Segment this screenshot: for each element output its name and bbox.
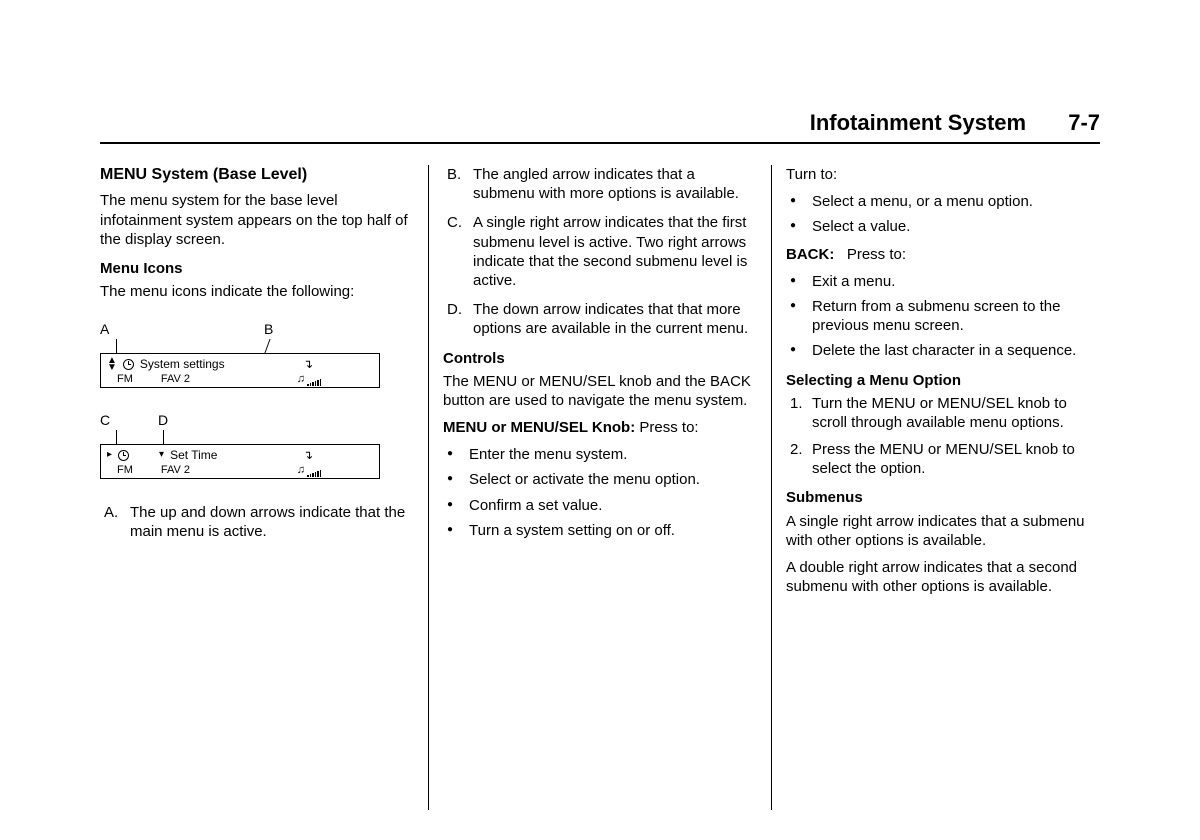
press-bullet-0: Enter the menu system. bbox=[469, 445, 757, 464]
bullet-icon: ● bbox=[790, 341, 812, 360]
step-number: 1. bbox=[790, 394, 812, 432]
subheading-submenus: Submenus bbox=[786, 488, 1100, 507]
column-2: B. The angled arrow indicates that a sub… bbox=[428, 165, 771, 810]
bullet-icon: ● bbox=[790, 217, 812, 236]
subheading-menu-icons: Menu Icons bbox=[100, 259, 414, 278]
legend-list-bcd: B. The angled arrow indicates that a sub… bbox=[447, 165, 757, 339]
turn-bullet-0: Select a menu, or a menu option. bbox=[812, 192, 1100, 211]
clock-icon bbox=[123, 359, 134, 370]
bullet-icon: ● bbox=[447, 445, 469, 464]
signal-icon: ♫ bbox=[297, 372, 321, 386]
signal-icon: ♫ bbox=[297, 463, 321, 477]
legend-text-d: The down arrow indicates that that more … bbox=[473, 300, 757, 338]
turn-label: Turn to: bbox=[786, 165, 1100, 184]
subheading-selecting-option: Selecting a Menu Option bbox=[786, 371, 1100, 390]
legend-text-a: The up and down arrows indicate that the… bbox=[130, 503, 414, 541]
back-label: BACK: bbox=[786, 246, 834, 263]
display-fav-2: FAV 2 bbox=[161, 463, 190, 477]
bullet-icon: ● bbox=[790, 297, 812, 335]
back-bullet-0: Exit a menu. bbox=[812, 272, 1100, 291]
back-bullet-1: Return from a submenu screen to the prev… bbox=[812, 297, 1100, 335]
up-down-arrows-icon: ▲▼ bbox=[107, 357, 117, 371]
display-fm-2: FM bbox=[117, 463, 133, 477]
press-bullet-2: Confirm a set value. bbox=[469, 496, 757, 515]
submenus-p2: A double right arrow indicates that a se… bbox=[786, 558, 1100, 596]
display-fav-1: FAV 2 bbox=[161, 372, 190, 386]
down-arrow-icon: ▾ bbox=[159, 449, 164, 462]
clock-icon bbox=[118, 450, 129, 461]
bullet-icon: ● bbox=[790, 272, 812, 291]
page-header: Infotainment System 7-7 bbox=[100, 110, 1100, 144]
display-panel-2: ▸ ▾ Set Time ↴ FM FAV 2 ♫ bbox=[100, 444, 380, 479]
legend-letter-c: C. bbox=[447, 213, 473, 290]
callout-a: A bbox=[100, 321, 114, 339]
controls-paragraph: The MENU or MENU/SEL knob and the BACK b… bbox=[443, 372, 757, 410]
back-bullet-list: ●Exit a menu. ●Return from a submenu scr… bbox=[790, 272, 1100, 361]
selecting-steps: 1.Turn the MENU or MENU/SEL knob to scro… bbox=[790, 394, 1100, 479]
bullet-icon: ● bbox=[447, 470, 469, 489]
sel-step-0: Turn the MENU or MENU/SEL knob to scroll… bbox=[812, 394, 1100, 432]
legend-text-b: The angled arrow indicates that a submen… bbox=[473, 165, 757, 203]
content-columns: MENU System (Base Level) The menu system… bbox=[100, 165, 1100, 810]
press-bullet-1: Select or activate the menu option. bbox=[469, 470, 757, 489]
legend-text-c: A single right arrow indicates that the … bbox=[473, 213, 757, 290]
back-bullet-2: Delete the last character in a sequence. bbox=[812, 341, 1100, 360]
submenus-p1: A single right arrow indicates that a su… bbox=[786, 512, 1100, 550]
legend-letter-d: D. bbox=[447, 300, 473, 338]
column-3: Turn to: ●Select a menu, or a menu optio… bbox=[771, 165, 1100, 810]
legend-list-a: A. The up and down arrows indicate that … bbox=[104, 503, 414, 541]
display-panel-1: ▲▼ System settings ↴ FM FAV 2 ♫ bbox=[100, 353, 380, 388]
press-bullet-list: ●Enter the menu system. ●Select or activ… bbox=[447, 445, 757, 540]
display-line-1a: System settings bbox=[140, 357, 225, 372]
back-paragraph: BACK: Press to: bbox=[786, 245, 1100, 264]
legend-letter-b: B. bbox=[447, 165, 473, 203]
figure-display-ab: A B ▲▼ System settings ↴ FM FAV 2 bbox=[100, 321, 414, 388]
callout-d: D bbox=[158, 412, 168, 430]
knob-paragraph: MENU or MENU/SEL Knob: Press to: bbox=[443, 418, 757, 437]
knob-after: Press to: bbox=[639, 419, 698, 436]
callout-c: C bbox=[100, 412, 114, 430]
knob-label: MENU or MENU/SEL Knob: bbox=[443, 419, 635, 436]
sel-step-1: Press the MENU or MENU/SEL knob to selec… bbox=[812, 440, 1100, 478]
page-number: 7-7 bbox=[1068, 110, 1100, 135]
figure-display-cd: C D ▸ ▾ Set Time ↴ FM FAV 2 bbox=[100, 412, 414, 479]
back-after: Press to: bbox=[847, 246, 906, 263]
submenu-arrow-icon: ↴ bbox=[303, 448, 313, 463]
legend-letter-a: A. bbox=[104, 503, 130, 541]
submenu-arrow-icon: ↴ bbox=[303, 357, 313, 372]
step-number: 2. bbox=[790, 440, 812, 478]
bullet-icon: ● bbox=[447, 496, 469, 515]
subheading-controls: Controls bbox=[443, 349, 757, 368]
section-heading-menu-system: MENU System (Base Level) bbox=[100, 165, 414, 185]
turn-bullet-1: Select a value. bbox=[812, 217, 1100, 236]
bullet-icon: ● bbox=[790, 192, 812, 211]
header-title: Infotainment System bbox=[810, 110, 1026, 135]
right-arrow-icon: ▸ bbox=[107, 449, 112, 462]
column-1: MENU System (Base Level) The menu system… bbox=[100, 165, 428, 810]
press-bullet-3: Turn a system setting on or off. bbox=[469, 521, 757, 540]
menu-icons-intro: The menu icons indicate the following: bbox=[100, 282, 414, 301]
callout-b: B bbox=[264, 321, 273, 339]
turn-bullet-list: ●Select a menu, or a menu option. ●Selec… bbox=[790, 192, 1100, 236]
bullet-icon: ● bbox=[447, 521, 469, 540]
display-line-1b: Set Time bbox=[170, 448, 217, 463]
menu-system-intro: The menu system for the base level infot… bbox=[100, 191, 414, 249]
display-fm-1: FM bbox=[117, 372, 133, 386]
